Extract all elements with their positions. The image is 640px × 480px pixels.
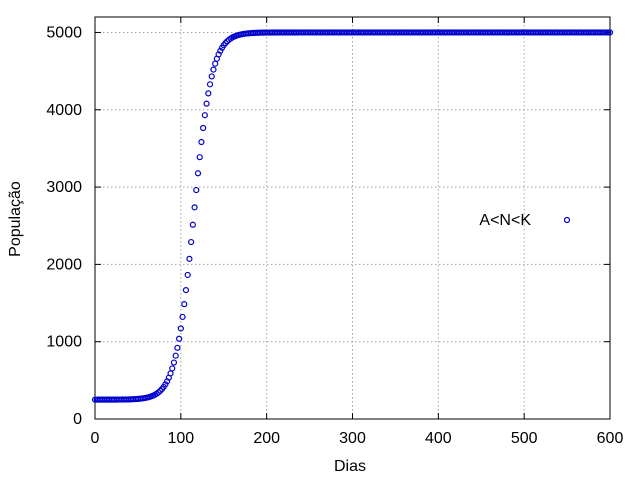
data-point xyxy=(193,186,200,194)
y-tick-label: 2000 xyxy=(46,256,82,273)
grid-lines xyxy=(95,17,610,419)
x-tick-label: 100 xyxy=(167,430,194,447)
axis-ticks: 0 100 200 300 400 500 600 0 1000 2000 3000 4000 5000 xyxy=(46,17,623,447)
data-point xyxy=(188,238,195,246)
data-point xyxy=(606,29,614,36)
data-point xyxy=(186,255,193,262)
y-tick-label: 4000 xyxy=(46,102,82,119)
y-tick-label: 1000 xyxy=(46,334,82,351)
data-point xyxy=(174,344,181,351)
legend: A<N<K xyxy=(479,212,571,229)
data-point xyxy=(212,60,219,67)
data-point xyxy=(176,335,183,342)
legend-label: A<N<K xyxy=(479,212,531,229)
data-point xyxy=(198,138,205,146)
data-point xyxy=(155,389,162,396)
data-point xyxy=(194,170,202,177)
data-point xyxy=(179,313,186,321)
x-tick-label: 200 xyxy=(253,430,280,447)
x-tick-label: 0 xyxy=(91,430,100,447)
data-point xyxy=(222,39,229,47)
y-tick-label: 0 xyxy=(73,411,82,428)
data-point xyxy=(177,325,184,332)
data-point xyxy=(162,381,169,388)
data-point xyxy=(181,301,188,308)
data-point xyxy=(189,221,196,228)
x-tick-label: 500 xyxy=(511,430,538,447)
data-point xyxy=(205,90,212,97)
data-points xyxy=(91,29,614,403)
data-point xyxy=(208,73,215,80)
data-point xyxy=(191,204,198,211)
data-point xyxy=(170,359,178,366)
x-tick-label: 300 xyxy=(339,430,366,447)
data-point xyxy=(201,112,208,119)
data-point xyxy=(203,100,210,107)
data-point xyxy=(210,66,217,73)
data-point xyxy=(182,287,190,294)
data-point xyxy=(172,352,179,359)
data-point xyxy=(184,271,191,279)
y-tick-label: 3000 xyxy=(46,179,82,196)
data-point xyxy=(206,81,214,88)
y-tick-label: 5000 xyxy=(46,24,82,41)
x-tick-label: 600 xyxy=(597,430,624,447)
legend-marker xyxy=(563,216,571,224)
data-point xyxy=(200,124,207,132)
data-point xyxy=(169,365,176,372)
y-axis-label: População xyxy=(7,181,24,257)
x-axis-label: Dias xyxy=(334,458,366,475)
data-point xyxy=(217,47,224,54)
x-tick-label: 400 xyxy=(425,430,452,447)
data-point xyxy=(196,154,203,161)
